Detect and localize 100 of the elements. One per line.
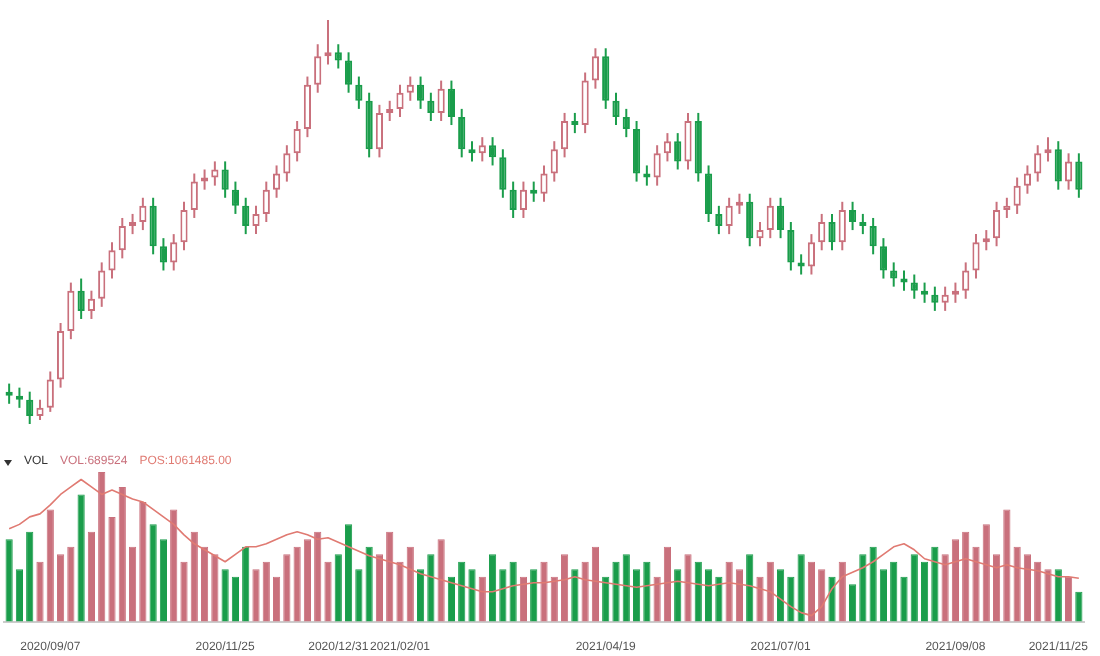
candlestick: [1075, 152, 1083, 199]
bar: [787, 576, 795, 622]
bar: [221, 569, 229, 622]
bar: [972, 546, 980, 622]
bar: [581, 561, 589, 622]
candlestick: [519, 180, 528, 219]
bar: [1023, 554, 1032, 622]
candlestick: [653, 144, 661, 187]
bar: [519, 576, 528, 622]
bar: [715, 576, 723, 622]
bar: [180, 561, 188, 622]
bar: [612, 561, 620, 622]
bar: [334, 554, 342, 622]
bar: [653, 576, 661, 622]
bar: [98, 472, 106, 622]
candlestick: [170, 233, 178, 272]
candlestick: [581, 71, 589, 135]
bar: [108, 516, 116, 622]
candlestick: [818, 212, 826, 252]
bar: [951, 539, 960, 622]
bar: [242, 546, 250, 622]
candlestick: [303, 75, 312, 139]
bar: [684, 554, 692, 622]
candlestick: [416, 75, 425, 110]
bar: [437, 539, 445, 622]
bar: [1044, 569, 1052, 622]
candlestick: [972, 233, 980, 280]
candlestick: [612, 91, 620, 127]
candlestick: [890, 261, 898, 288]
bar: [314, 531, 322, 622]
candlestick: [46, 370, 54, 413]
candlestick: [98, 261, 106, 308]
bar: [766, 561, 774, 622]
bar: [396, 561, 404, 622]
bar: [416, 569, 425, 622]
candlestick: [283, 144, 291, 183]
candlestick: [344, 51, 353, 94]
candlestick: [139, 196, 147, 232]
bar: [931, 546, 939, 622]
bar: [386, 531, 394, 622]
candlestick: [26, 390, 34, 425]
candlestick: [787, 221, 795, 272]
bar: [139, 501, 147, 622]
candlestick: [632, 120, 641, 183]
candlestick: [1034, 144, 1042, 183]
bar: [427, 554, 435, 622]
bar: [838, 561, 846, 622]
bar: [530, 569, 538, 622]
bar: [36, 561, 44, 622]
candlestick: [447, 79, 456, 127]
bar: [1034, 561, 1042, 622]
candlestick: [869, 216, 877, 256]
bar: [746, 554, 754, 622]
bar: [900, 576, 908, 622]
bar: [499, 569, 507, 622]
bar: [560, 554, 569, 622]
candlestick: [159, 237, 168, 272]
candlestick: [458, 107, 466, 159]
bar: [591, 546, 600, 622]
bar: [550, 576, 558, 622]
bar: [67, 546, 75, 622]
bar: [1013, 546, 1021, 622]
candlestick: [746, 192, 754, 248]
bar: [1054, 569, 1062, 622]
bar: [468, 569, 476, 622]
bar: [735, 569, 744, 622]
candlestick: [221, 160, 229, 199]
bar: [674, 569, 682, 622]
bar: [1075, 591, 1083, 622]
bar: [797, 554, 805, 622]
bar: [694, 561, 702, 622]
bar: [818, 569, 826, 622]
bar: [890, 561, 898, 622]
bar: [756, 576, 764, 622]
candlestick: [108, 241, 116, 280]
candlestick: [36, 398, 44, 421]
candlestick: [488, 136, 497, 167]
candlestick: [962, 261, 970, 300]
candlestick: [1023, 164, 1032, 195]
candlestick: [540, 164, 548, 203]
candlestick: [560, 111, 569, 159]
candlestick: [499, 148, 507, 199]
bar: [344, 524, 353, 622]
bar: [602, 576, 610, 622]
candlestick: [118, 216, 126, 260]
bar: [643, 561, 651, 622]
bar: [406, 546, 414, 622]
bar: [458, 561, 466, 622]
candlestick: [1013, 176, 1021, 215]
candlestick: [77, 277, 85, 320]
bar: [190, 531, 198, 622]
bar: [231, 576, 240, 622]
bar: [725, 561, 733, 622]
candlestick: [509, 180, 517, 219]
candlestick: [684, 111, 692, 171]
candlestick: [190, 172, 198, 219]
bar: [149, 524, 157, 622]
candlestick: [211, 160, 219, 187]
bar: [447, 576, 456, 622]
bar: [962, 531, 970, 622]
